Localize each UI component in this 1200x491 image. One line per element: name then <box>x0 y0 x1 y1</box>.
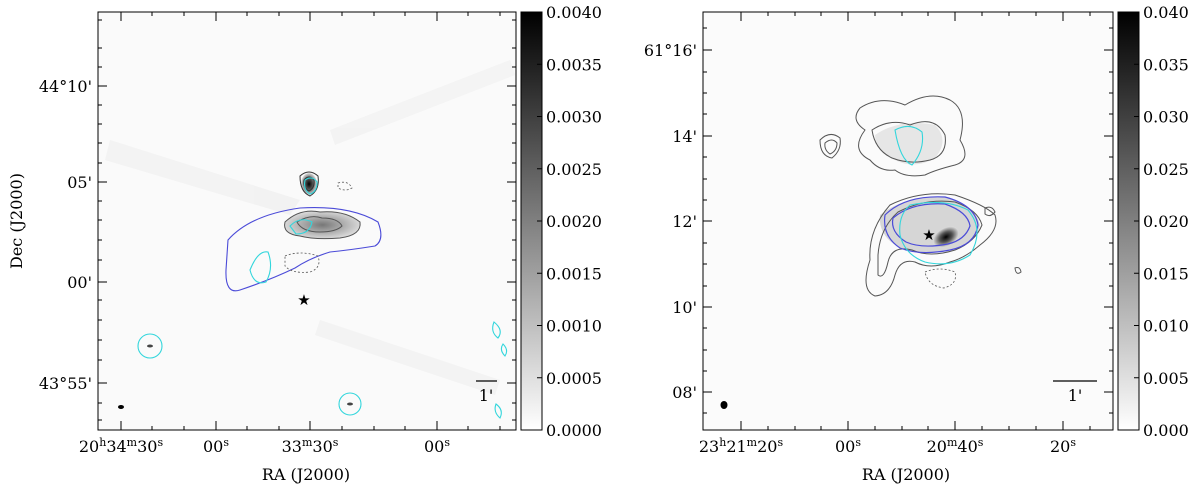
colorbar-tick-label: 0.0020 <box>546 212 602 231</box>
colorbar-tick-label: 0.0025 <box>546 160 602 179</box>
panel-2-cyan-contour-north <box>894 125 924 166</box>
panel-2-ticks: 23h21m20s 00s 20m40s 20s 61°16' 14' 12' 10' 08' <box>644 12 1113 456</box>
panel-1-emission <box>284 211 361 239</box>
panel-2: ★ 1' 23h21m20s 00s 20m40s 20s 61°16' 14' 12' 10… <box>644 3 1189 484</box>
x-tick-label: 00s <box>424 436 450 457</box>
colorbar-tick-label: 0.030 <box>1143 108 1189 127</box>
colorbar-tick-label: 0.020 <box>1143 212 1189 231</box>
panel-1-ticks: 20h34m30s 00s 33m30s 00s 44°10' 05' 00' 43°55' <box>39 12 516 456</box>
panel-2-dotted-contour <box>924 268 956 289</box>
panel-1-colorbar-ticks: 0.0000 0.0005 0.0010 0.0015 0.0020 0.0025 0.00… <box>537 3 602 440</box>
panel-1-cyan-contour <box>304 177 318 195</box>
panel-1-frame <box>97 11 517 431</box>
panel-1-beam <box>118 405 124 409</box>
y-tick-label: 10' <box>672 298 697 317</box>
y-tick-label: 08' <box>672 383 697 402</box>
panel-1-blue-contour <box>225 207 382 292</box>
colorbar-tick-label: 0.0000 <box>546 421 602 440</box>
colorbar-tick-label: 0.010 <box>1143 317 1189 336</box>
panel-1-ylabel: Dec (J2000) <box>7 173 26 269</box>
y-tick-label: 44°10' <box>39 77 92 96</box>
panel-2-cyan-contour-south <box>899 201 978 265</box>
y-tick-label: 61°16' <box>644 41 697 60</box>
panel-2-gray-contour-south <box>865 193 997 297</box>
x-tick-label: 20m40s <box>927 436 984 457</box>
panel-2-gray-contour-north <box>855 95 966 177</box>
panel-1-gray-contour <box>284 210 361 240</box>
panel-1-dotted-contour <box>284 252 320 273</box>
x-tick-label: 00s <box>203 436 229 457</box>
colorbar-tick-label: 0.005 <box>1143 369 1189 388</box>
y-tick-label: 12' <box>672 212 697 231</box>
colorbar-tick-label: 0.025 <box>1143 160 1189 179</box>
colorbar-tick-label: 0.015 <box>1143 264 1189 283</box>
panel-1-xlabel: RA (J2000) <box>262 465 350 484</box>
y-tick-label: 14' <box>672 127 697 146</box>
x-tick-label: 20s <box>1050 436 1076 457</box>
colorbar-tick-label: 0.0005 <box>546 369 602 388</box>
panel-2-blue-contour <box>883 196 979 254</box>
panel-2-colorbar-ticks: 0.000 0.005 0.010 0.015 0.020 0.025 0.030 0.035… <box>1134 3 1189 440</box>
panel-1-gray-contour-inner <box>296 216 343 233</box>
colorbar-tick-label: 0.0010 <box>546 317 602 336</box>
panel-2-xlabel: RA (J2000) <box>862 465 950 484</box>
panel-1-star-icon: ★ <box>297 291 310 309</box>
panel-2-scale-bar-label: 1' <box>1068 386 1083 405</box>
y-tick-label: 43°55' <box>39 374 92 393</box>
panel-2-beam <box>720 401 728 409</box>
colorbar-tick-label: 0.0035 <box>546 55 602 74</box>
y-tick-label: 00' <box>67 273 92 292</box>
colorbar-tick-label: 0.0030 <box>546 108 602 127</box>
colorbar-tick-label: 0.040 <box>1143 3 1189 22</box>
panel-1-background-streaks <box>105 60 515 395</box>
colorbar-tick-label: 0.035 <box>1143 55 1189 74</box>
y-tick-label: 05' <box>67 173 92 192</box>
colorbar-tick-label: 0.000 <box>1143 421 1189 440</box>
panel-1-scale-bar-label: 1' <box>479 386 494 405</box>
x-tick-label: 33m30s <box>282 436 339 457</box>
x-tick-label: 20h34m30s <box>79 436 164 457</box>
panel-2-star-icon: ★ <box>922 226 935 244</box>
x-tick-label: 00s <box>835 436 861 457</box>
panel-1: ★ 1' 20h34m30s 00s 33m30s 00s 44°10' 05' 00' 43… <box>7 3 602 484</box>
colorbar-tick-label: 0.0015 <box>546 264 602 283</box>
colorbar-tick-label: 0.0040 <box>546 3 602 22</box>
panel-2-north-emission <box>875 122 943 165</box>
x-tick-label: 23h21m20s <box>699 436 784 457</box>
